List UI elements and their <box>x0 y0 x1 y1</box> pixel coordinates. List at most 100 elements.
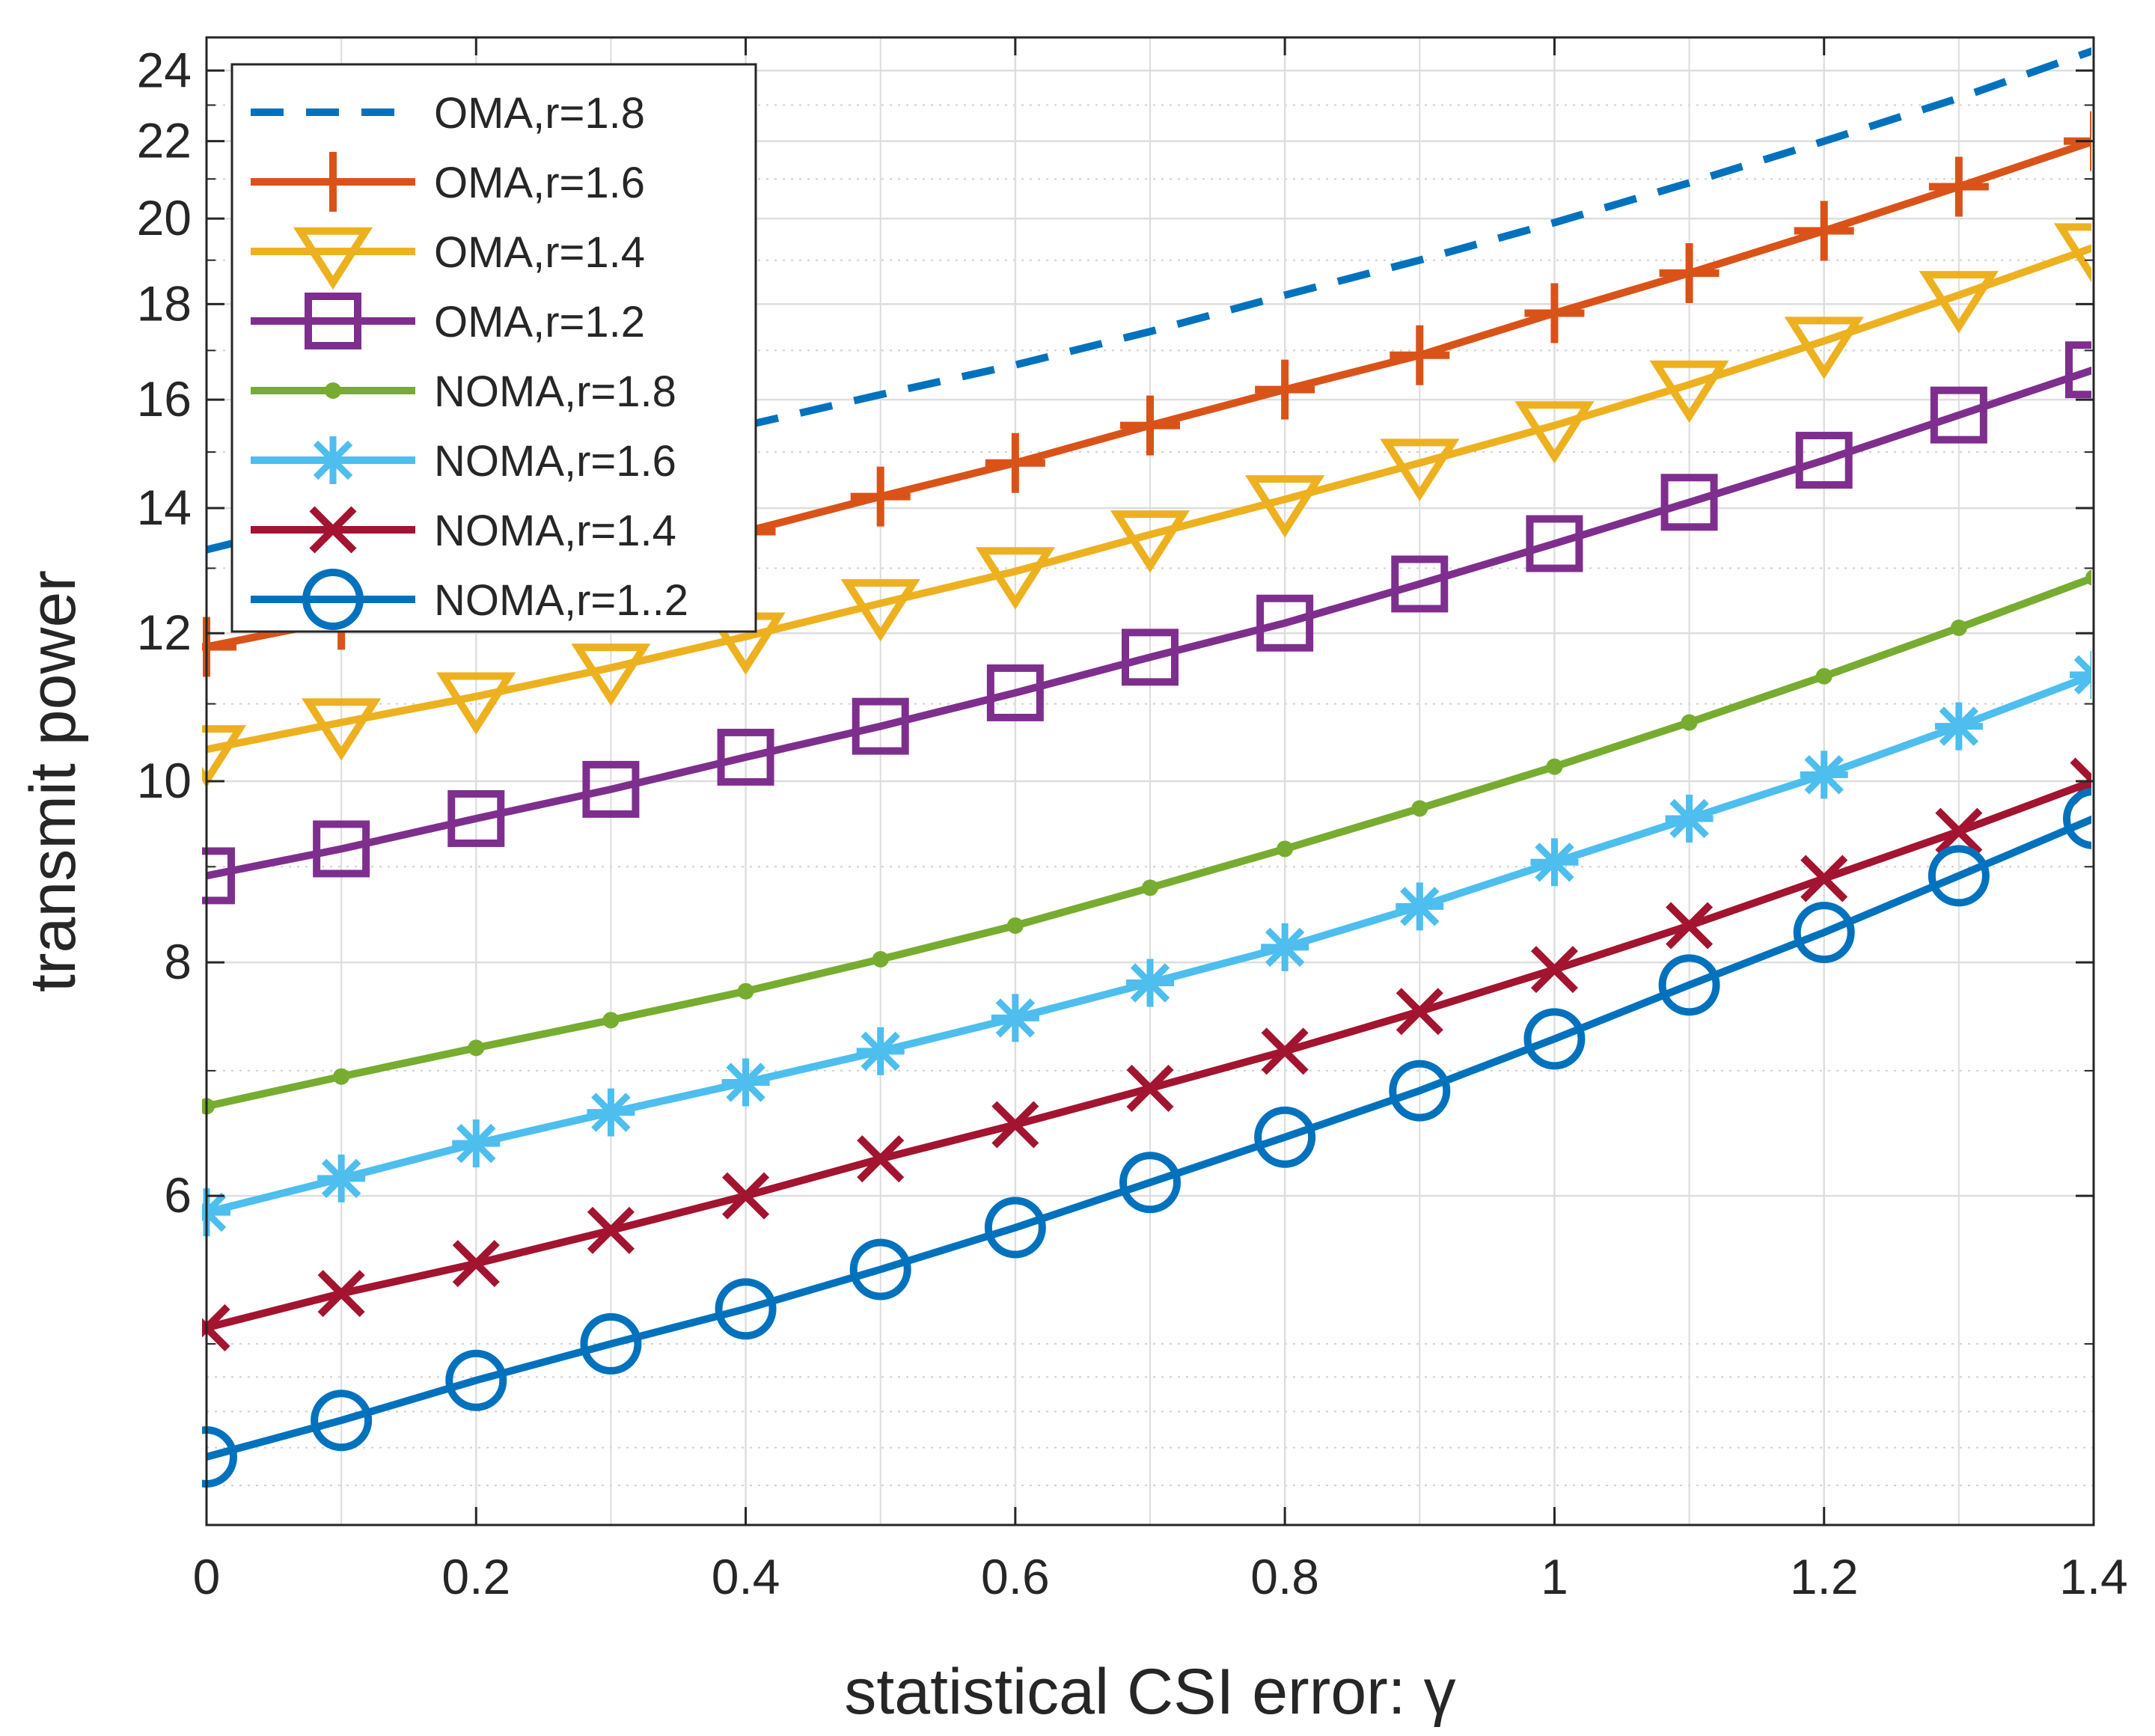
data-point <box>1800 751 1848 799</box>
data-point <box>333 1068 350 1085</box>
data-point <box>985 433 1045 493</box>
y-tick-label: 22 <box>137 113 192 168</box>
data-point <box>1126 959 1174 1007</box>
data-point <box>1261 923 1309 971</box>
data-point <box>2063 788 2091 849</box>
x-tick-label: 1.4 <box>2059 1549 2128 1604</box>
series-line <box>206 244 2091 754</box>
data-point <box>447 789 505 847</box>
data-point <box>1935 807 1983 855</box>
data-point <box>852 697 909 755</box>
data-point <box>1784 317 1864 379</box>
data-point <box>1800 855 1848 902</box>
data-point <box>1396 882 1444 931</box>
series-5 <box>202 650 2091 1237</box>
y-tick-label: 6 <box>164 1167 192 1223</box>
data-point <box>1659 242 1720 303</box>
y-tick-label: 20 <box>137 190 192 245</box>
x-tick-label: 1 <box>1541 1549 1568 1604</box>
legend-marker <box>325 382 341 399</box>
data-point <box>1649 360 1729 424</box>
data-point <box>1523 1008 1586 1070</box>
data-point <box>2065 341 2091 399</box>
data-point <box>1950 620 1967 637</box>
x-tick-label: 0.4 <box>712 1549 780 1604</box>
data-point <box>1681 714 1698 731</box>
legend-marker <box>305 293 361 349</box>
data-point <box>302 698 382 761</box>
data-point <box>1119 1152 1181 1214</box>
data-point <box>991 994 1039 1042</box>
data-point <box>1928 845 1990 907</box>
axis-ticks <box>205 37 2095 1525</box>
data-point <box>984 1196 1046 1259</box>
data-point <box>1530 838 1579 887</box>
legend-label: NOMA,r=1.6 <box>434 437 676 486</box>
data-point <box>1396 988 1443 1036</box>
legend-entry: OMA,r=1.4 <box>251 227 645 290</box>
data-point <box>1389 1060 1451 1122</box>
legend: OMA,r=1.8 OMA,r=1.6 OMA,r=1.4 OMA,r=1.2 NOMA… <box>230 63 757 633</box>
data-point <box>587 1206 635 1254</box>
legend-entry: OMA,r=1.6 <box>251 152 645 212</box>
x-axis-title: statistical CSI error: γ <box>844 1656 1455 1728</box>
data-point <box>468 1039 485 1057</box>
data-point <box>1928 156 1989 217</box>
data-point <box>587 1088 635 1137</box>
y-tick-label: 18 <box>137 275 192 331</box>
data-point <box>1794 201 1854 261</box>
data-point <box>452 1119 501 1168</box>
data-point <box>856 1027 905 1075</box>
data-point <box>1666 902 1714 950</box>
data-point <box>311 1390 373 1452</box>
legend-label: NOMA,r=1.8 <box>434 367 676 416</box>
data-point <box>1142 879 1158 896</box>
legend-label: NOMA,r=1.4 <box>434 507 676 555</box>
data-point <box>1919 271 1999 334</box>
x-tick-label: 0.8 <box>1250 1549 1319 1604</box>
y-tick-label: 8 <box>164 934 192 989</box>
series-0 <box>205 47 2091 554</box>
series-line <box>206 366 2091 880</box>
data-point <box>580 1312 642 1375</box>
y-tick-labels: 6 8 10 12 14 16 18 20 22 24 <box>137 42 192 1223</box>
x-tick-labels: 0 0.2 0.4 0.6 0.8 1 1.2 1.4 <box>193 1549 2128 1604</box>
data-point <box>582 760 640 818</box>
legend-marker <box>309 506 357 554</box>
data-point <box>1122 629 1179 686</box>
data-point <box>1530 946 1578 994</box>
data-point <box>1815 667 1832 685</box>
data-point <box>1930 386 1987 444</box>
y-tick-label: 16 <box>137 371 192 427</box>
data-point <box>436 672 516 735</box>
y-tick-label: 12 <box>137 605 192 660</box>
x-tick-label: 1.2 <box>1790 1549 1859 1604</box>
data-point <box>1390 325 1450 385</box>
data-point <box>840 579 920 642</box>
y-axis-title: transmit power <box>17 570 89 992</box>
data-point <box>872 951 889 968</box>
legend-marker <box>302 569 364 630</box>
data-point <box>721 1058 770 1107</box>
x-tick-label: 0 <box>193 1549 221 1604</box>
legend-label: NOMA,r=1..2 <box>434 576 688 625</box>
legend-label: OMA,r=1.8 <box>434 89 645 138</box>
legend-label: OMA,r=1.2 <box>434 298 645 346</box>
data-point <box>1658 954 1720 1016</box>
data-point <box>737 982 754 1000</box>
data-point <box>1514 401 1595 464</box>
legend-marker <box>293 227 373 290</box>
data-point <box>445 1349 507 1411</box>
data-point <box>986 664 1044 721</box>
legend-label: OMA,r=1.6 <box>434 159 645 207</box>
data-point <box>975 547 1055 610</box>
data-point <box>1411 800 1428 817</box>
data-point <box>1524 283 1585 343</box>
data-point <box>2085 569 2091 586</box>
data-point <box>452 1240 500 1288</box>
data-point <box>1665 794 1714 843</box>
data-point <box>1120 395 1180 456</box>
data-point <box>1110 510 1190 573</box>
data-point <box>717 728 774 786</box>
data-point <box>1006 917 1024 935</box>
